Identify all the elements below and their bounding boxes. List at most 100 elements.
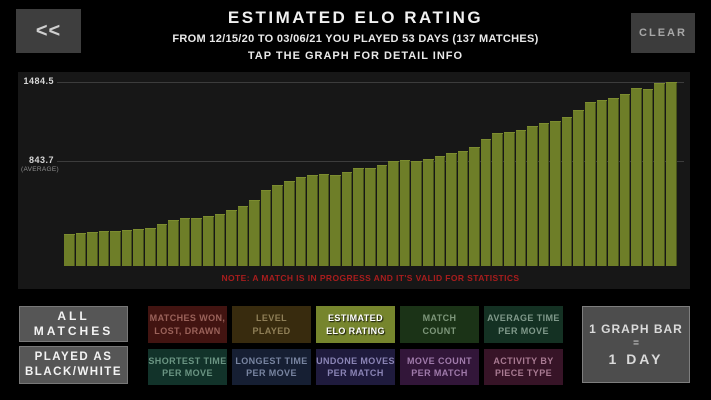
all-matches-line2: MATCHES bbox=[33, 324, 114, 338]
elo-day-bar[interactable] bbox=[561, 117, 573, 266]
elo-day-bar[interactable] bbox=[295, 177, 307, 266]
elo-day-bar[interactable] bbox=[527, 125, 538, 266]
elo-day-bar[interactable] bbox=[87, 232, 98, 266]
elo-day-bar[interactable] bbox=[642, 88, 654, 266]
filter-label-line1: ESTIMATED bbox=[328, 313, 383, 323]
elo-chart-panel[interactable]: 1484.5 843.7 (AVERAGE) NOTE: A MATCH IS … bbox=[18, 72, 690, 289]
elo-day-bar[interactable] bbox=[202, 215, 214, 266]
filter-label-line2: COUNT bbox=[422, 325, 457, 336]
elo-day-bar[interactable] bbox=[110, 231, 121, 266]
elo-day-bar[interactable] bbox=[515, 130, 527, 266]
filter-button-move-count-per-match[interactable]: MOVE COUNT PER MATCH bbox=[400, 349, 479, 385]
filter-button-undone-moves-per-match[interactable]: UNDONE MOVES PER MATCH bbox=[316, 349, 395, 385]
elo-day-bar[interactable] bbox=[376, 164, 388, 266]
elo-day-bar[interactable] bbox=[608, 98, 619, 266]
elo-day-bar[interactable] bbox=[260, 189, 272, 266]
elo-day-bar[interactable] bbox=[446, 152, 457, 266]
elo-day-bar[interactable] bbox=[64, 234, 75, 266]
filter-button-shortest-time-per-move[interactable]: SHORTEST TIME PER MOVE bbox=[148, 349, 227, 385]
elo-day-bar[interactable] bbox=[307, 174, 318, 266]
filter-label-line1: SHORTEST TIME bbox=[148, 355, 227, 366]
filter-label-line2: PER MATCH bbox=[411, 368, 468, 378]
filter-label-line1: AVERAGE TIME bbox=[487, 313, 560, 323]
y-axis-max-label: 1484.5 bbox=[23, 76, 54, 86]
elo-day-bar[interactable] bbox=[341, 171, 353, 266]
elo-day-bar[interactable] bbox=[596, 99, 608, 266]
gridline-average bbox=[57, 161, 684, 163]
elo-day-bar[interactable] bbox=[283, 180, 295, 266]
filter-label-line1: MATCHES WON, bbox=[149, 313, 226, 323]
all-matches-button[interactable]: ALL MATCHES bbox=[19, 306, 128, 342]
graph-hint: TAP THE GRAPH FOR DETAIL INFO bbox=[247, 50, 464, 62]
elo-day-bar[interactable] bbox=[503, 131, 515, 266]
filter-button-level-played[interactable]: LEVEL PLAYED bbox=[232, 306, 311, 343]
elo-day-bar[interactable] bbox=[179, 217, 191, 266]
elo-day-bar[interactable] bbox=[666, 82, 677, 266]
chart-plot-area[interactable] bbox=[57, 82, 684, 266]
filter-label-line1: ACTIVITY BY bbox=[493, 355, 554, 366]
filter-label-line1: LONGEST TIME bbox=[235, 355, 308, 366]
elo-day-bar[interactable] bbox=[214, 213, 226, 266]
elo-day-bar[interactable] bbox=[168, 220, 179, 266]
y-axis-average-label: 843.7 bbox=[28, 155, 54, 166]
elo-day-bar[interactable] bbox=[156, 223, 168, 266]
page-subtitle: FROM 12/15/20 TO 03/06/21 YOU PLAYED 53 … bbox=[172, 33, 539, 45]
gridline-max bbox=[57, 82, 684, 83]
elo-day-bar[interactable] bbox=[654, 83, 666, 266]
played-as-black-white-button[interactable]: PLAYED AS BLACK/WHITE bbox=[19, 346, 128, 384]
elo-day-bar[interactable] bbox=[631, 87, 642, 266]
elo-day-bar[interactable] bbox=[492, 132, 503, 266]
elo-day-bar[interactable] bbox=[237, 206, 249, 266]
graph-bar-legend: 1 GRAPH BAR = 1 DAY bbox=[582, 306, 690, 383]
page-title: ESTIMATED ELO RATING bbox=[227, 8, 484, 27]
filter-label-line1: UNDONE MOVES bbox=[316, 355, 395, 366]
elo-day-bar[interactable] bbox=[619, 93, 631, 266]
y-axis-average-sublabel: (AVERAGE) bbox=[21, 166, 59, 174]
filter-label-line1: MATCH bbox=[422, 313, 457, 323]
filter-label-line2: PER MOVE bbox=[162, 368, 213, 378]
elo-day-bar[interactable] bbox=[133, 229, 145, 266]
filter-label-line2: PIECE TYPE bbox=[494, 368, 552, 378]
filter-label-line2: PER MOVE bbox=[246, 368, 297, 378]
statistics-note: NOTE: A MATCH IS IN PROGRESS AND IT'S VA… bbox=[221, 273, 520, 283]
elo-day-bar[interactable] bbox=[411, 161, 422, 266]
filter-button-activity-by-piece-type[interactable]: ACTIVITY BY PIECE TYPE bbox=[484, 349, 563, 385]
filter-button-longest-time-per-move[interactable]: LONGEST TIME PER MOVE bbox=[232, 349, 311, 385]
filter-button-estimated-elo-rating[interactable]: ESTIMATED ELO RATING bbox=[316, 306, 395, 343]
elo-day-bar[interactable] bbox=[469, 147, 480, 266]
elo-day-bar[interactable] bbox=[434, 156, 446, 266]
elo-day-bar[interactable] bbox=[585, 101, 596, 266]
elo-day-bar[interactable] bbox=[121, 230, 133, 266]
elo-day-bar[interactable] bbox=[457, 151, 469, 266]
elo-day-bar[interactable] bbox=[365, 168, 376, 266]
elo-day-bar[interactable] bbox=[538, 123, 550, 266]
legend-line2: 1 DAY bbox=[608, 351, 664, 367]
bars-container[interactable] bbox=[64, 82, 677, 266]
filter-button-average-time-per-move[interactable]: AVERAGE TIME PER MOVE bbox=[484, 306, 563, 343]
elo-day-bar[interactable] bbox=[388, 161, 399, 266]
elo-day-bar[interactable] bbox=[191, 217, 202, 266]
elo-day-bar[interactable] bbox=[145, 228, 156, 266]
elo-day-bar[interactable] bbox=[573, 109, 585, 266]
back-button[interactable]: << bbox=[16, 9, 81, 53]
elo-day-bar[interactable] bbox=[272, 184, 283, 266]
elo-day-bar[interactable] bbox=[226, 209, 237, 266]
elo-day-bar[interactable] bbox=[330, 174, 341, 266]
filter-button-matches-won-lost-drawn[interactable]: MATCHES WON, LOST, DRAWN bbox=[148, 306, 227, 343]
elo-day-bar[interactable] bbox=[75, 233, 87, 266]
legend-line1: 1 GRAPH BAR bbox=[589, 322, 683, 336]
all-matches-line1: ALL bbox=[57, 309, 90, 323]
statistic-type-grid: MATCHES WON, LOST, DRAWN LEVEL PLAYED ESTIMA… bbox=[148, 306, 563, 385]
elo-day-bar[interactable] bbox=[249, 199, 260, 266]
played-as-line2: BLACK/WHITE bbox=[25, 366, 122, 378]
elo-day-bar[interactable] bbox=[480, 139, 492, 266]
filter-button-match-count[interactable]: MATCH COUNT bbox=[400, 306, 479, 343]
elo-day-bar[interactable] bbox=[399, 159, 411, 266]
filter-label-line2: PLAYED bbox=[252, 325, 291, 336]
elo-day-bar[interactable] bbox=[318, 174, 330, 266]
elo-day-bar[interactable] bbox=[422, 158, 434, 266]
elo-day-bar[interactable] bbox=[353, 167, 365, 266]
elo-day-bar[interactable] bbox=[550, 120, 561, 266]
elo-day-bar[interactable] bbox=[98, 231, 110, 266]
clear-button[interactable]: CLEAR bbox=[631, 13, 695, 53]
